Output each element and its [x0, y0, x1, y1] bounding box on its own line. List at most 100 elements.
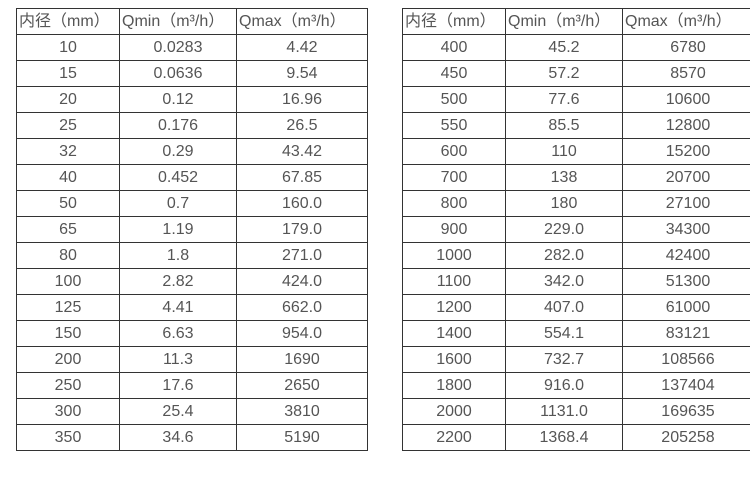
table-row: 150 6.63 954.0: [16, 320, 368, 347]
cell: 108566: [622, 346, 750, 373]
cell: 450: [402, 60, 506, 87]
table-row: 80 1.8 271.0: [16, 242, 368, 269]
table-row: 450 57.2 8570: [402, 60, 750, 87]
cell: 250: [16, 372, 120, 399]
cell: 61000: [622, 294, 750, 321]
cell: 916.0: [505, 372, 623, 399]
cell: 51300: [622, 268, 750, 295]
cell: 662.0: [236, 294, 368, 321]
cell: 110: [505, 138, 623, 165]
table-row: 600 110 15200: [402, 138, 750, 165]
cell: 500: [402, 86, 506, 113]
cell: 80: [16, 242, 120, 269]
cell: 26.5: [236, 112, 368, 139]
table-row: 65 1.19 179.0: [16, 216, 368, 243]
cell: 179.0: [236, 216, 368, 243]
cell: 2200: [402, 424, 506, 451]
cell: 1368.4: [505, 424, 623, 451]
flow-spec-tables: 内径（mm） Qmin（m³/h） Qmax（m³/h） 10 0.0283 4.42 15…: [16, 8, 750, 451]
table-row: 350 34.6 5190: [16, 424, 368, 451]
cell: 1100: [402, 268, 506, 295]
cell: 85.5: [505, 112, 623, 139]
cell: 1800: [402, 372, 506, 399]
cell: 180: [505, 190, 623, 217]
table-row: 1100 342.0 51300: [402, 268, 750, 295]
cell: 800: [402, 190, 506, 217]
table-row: 1600 732.7 108566: [402, 346, 750, 373]
cell: 1600: [402, 346, 506, 373]
cell: 0.12: [119, 86, 237, 113]
cell: 34300: [622, 216, 750, 243]
cell: 229.0: [505, 216, 623, 243]
cell: 25: [16, 112, 120, 139]
table-row: 25 0.176 26.5: [16, 112, 368, 139]
flow-table-small-diameters: 内径（mm） Qmin（m³/h） Qmax（m³/h） 10 0.0283 4.42 15…: [16, 8, 368, 451]
cell: 16.96: [236, 86, 368, 113]
cell: 1200: [402, 294, 506, 321]
cell: 271.0: [236, 242, 368, 269]
column-header: 内径（mm）: [402, 8, 506, 35]
cell: 407.0: [505, 294, 623, 321]
cell: 1400: [402, 320, 506, 347]
cell: 954.0: [236, 320, 368, 347]
cell: 424.0: [236, 268, 368, 295]
table-row: 250 17.6 2650: [16, 372, 368, 399]
table-row: 125 4.41 662.0: [16, 294, 368, 321]
table-row: 2200 1368.4 205258: [402, 424, 750, 451]
cell: 15200: [622, 138, 750, 165]
cell: 1.8: [119, 242, 237, 269]
cell: 65: [16, 216, 120, 243]
cell: 342.0: [505, 268, 623, 295]
cell: 2000: [402, 398, 506, 425]
column-header: Qmin（m³/h）: [119, 8, 237, 35]
cell: 169635: [622, 398, 750, 425]
cell: 1000: [402, 242, 506, 269]
table-row: 550 85.5 12800: [402, 112, 750, 139]
cell: 34.6: [119, 424, 237, 451]
cell: 4.42: [236, 34, 368, 61]
table-row: 1800 916.0 137404: [402, 372, 750, 399]
cell: 4.41: [119, 294, 237, 321]
table-row: 1000 282.0 42400: [402, 242, 750, 269]
cell: 1131.0: [505, 398, 623, 425]
table-row: 100 2.82 424.0: [16, 268, 368, 295]
cell: 57.2: [505, 60, 623, 87]
cell: 100: [16, 268, 120, 295]
table-row: 32 0.29 43.42: [16, 138, 368, 165]
cell: 25.4: [119, 398, 237, 425]
column-header: Qmin（m³/h）: [505, 8, 623, 35]
cell: 40: [16, 164, 120, 191]
cell: 43.42: [236, 138, 368, 165]
table-row: 800 180 27100: [402, 190, 750, 217]
cell: 0.452: [119, 164, 237, 191]
cell: 17.6: [119, 372, 237, 399]
cell: 42400: [622, 242, 750, 269]
cell: 732.7: [505, 346, 623, 373]
cell: 27100: [622, 190, 750, 217]
cell: 6780: [622, 34, 750, 61]
cell: 3810: [236, 398, 368, 425]
cell: 0.176: [119, 112, 237, 139]
cell: 50: [16, 190, 120, 217]
table-row: 500 77.6 10600: [402, 86, 750, 113]
cell: 2.82: [119, 268, 237, 295]
cell: 1690: [236, 346, 368, 373]
cell: 9.54: [236, 60, 368, 87]
table-row: 2000 1131.0 169635: [402, 398, 750, 425]
cell: 0.29: [119, 138, 237, 165]
cell: 20: [16, 86, 120, 113]
header-row: 内径（mm） Qmin（m³/h） Qmax（m³/h）: [16, 8, 368, 35]
cell: 32: [16, 138, 120, 165]
table-row: 700 138 20700: [402, 164, 750, 191]
cell: 10600: [622, 86, 750, 113]
table-row: 20 0.12 16.96: [16, 86, 368, 113]
cell: 2650: [236, 372, 368, 399]
flow-table-large-diameters: 内径（mm） Qmin（m³/h） Qmax（m³/h） 400 45.2 6780 450…: [402, 8, 750, 451]
column-header: Qmax（m³/h）: [622, 8, 750, 35]
cell: 900: [402, 216, 506, 243]
cell: 1.19: [119, 216, 237, 243]
cell: 125: [16, 294, 120, 321]
cell: 6.63: [119, 320, 237, 347]
cell: 8570: [622, 60, 750, 87]
cell: 160.0: [236, 190, 368, 217]
